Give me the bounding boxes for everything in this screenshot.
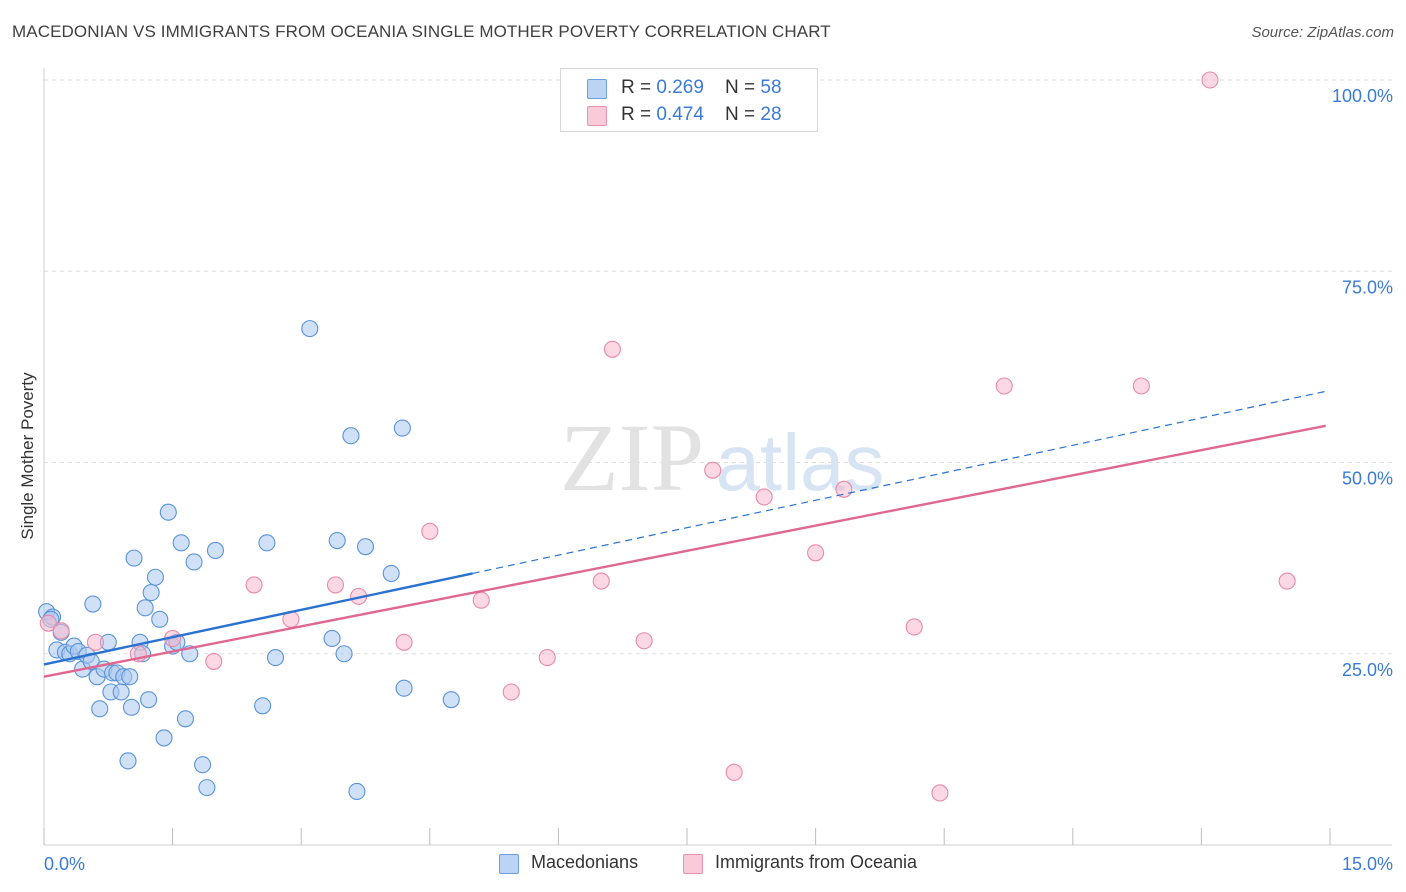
- grid-lines: [44, 79, 1392, 655]
- chart-title: MACEDONIAN VS IMMIGRANTS FROM OCEANIA SI…: [12, 22, 831, 41]
- n-label: N =: [725, 77, 761, 98]
- point-oceania-16: [603, 340, 621, 358]
- macedonians-swatch: [587, 79, 607, 99]
- point-oceania-12: [472, 591, 490, 609]
- watermark-atlas: atlas: [716, 418, 885, 507]
- trend-line-macedonians: [43, 572, 473, 666]
- legend-swatch-oceania: [683, 854, 703, 874]
- y-tick-label-50: 50.0%: [1342, 469, 1393, 489]
- point-oceania-15: [592, 572, 610, 590]
- point-macedonians-28: [142, 583, 160, 602]
- point-macedonians-51: [356, 538, 375, 556]
- legend-label-oceania: Immigrants from Oceania: [715, 852, 918, 872]
- point-macedonians-31: [155, 729, 173, 747]
- point-oceania-23: [905, 618, 923, 636]
- trend-line-dashed-macedonians: [472, 390, 1326, 575]
- point-oceania-2: [86, 633, 104, 651]
- point-macedonians-22: [122, 698, 140, 716]
- point-oceania-17: [635, 632, 653, 650]
- point-macedonians-29: [146, 568, 165, 586]
- point-oceania-10: [395, 633, 413, 651]
- point-macedonians-27: [140, 691, 158, 709]
- point-macedonians-53: [393, 419, 411, 437]
- point-macedonians-44: [266, 649, 285, 667]
- r-label: R =: [621, 77, 657, 98]
- point-macedonians-42: [254, 697, 272, 715]
- stats-legend: R = 0.269 N = 58 R = 0.474 N = 28: [560, 68, 818, 132]
- point-oceania-18: [704, 461, 722, 479]
- watermark-zip: ZIP: [560, 404, 704, 511]
- y-tick-label-100: 100.0%: [1332, 86, 1393, 106]
- watermark: ZIP atlas: [560, 404, 884, 511]
- point-macedonians-13: [91, 700, 109, 718]
- point-oceania-0: [39, 614, 57, 632]
- point-macedonians-54: [395, 679, 413, 697]
- point-oceania-14: [538, 649, 556, 667]
- point-macedonians-32: [159, 503, 177, 521]
- data-points: [38, 71, 1296, 802]
- point-macedonians-39: [194, 756, 212, 774]
- point-macedonians-46: [323, 629, 341, 648]
- point-macedonians-50: [348, 782, 366, 801]
- point-oceania-1: [52, 622, 70, 640]
- point-oceania-21: [807, 544, 825, 562]
- point-macedonians-35: [172, 534, 190, 552]
- point-macedonians-45: [301, 320, 319, 338]
- point-macedonians-41: [206, 541, 225, 560]
- r-value: 0.269: [656, 77, 704, 98]
- trend-line-oceania: [43, 424, 1326, 678]
- n-value: 58: [760, 77, 782, 98]
- r-value: 0.474: [656, 104, 704, 125]
- series-legend: Macedonians Immigrants from Oceania: [0, 852, 1406, 878]
- source-credit: Source: ZipAtlas.com: [1251, 24, 1394, 41]
- point-macedonians-19: [112, 683, 130, 701]
- point-macedonians-47: [328, 531, 346, 550]
- y-tick-label-25: 25.0%: [1342, 660, 1393, 680]
- point-macedonians-40: [198, 779, 216, 797]
- point-macedonians-48: [335, 645, 353, 663]
- point-macedonians-57: [121, 668, 139, 686]
- point-macedonians-11: [84, 595, 102, 613]
- point-oceania-8: [326, 576, 345, 594]
- n-label: N =: [725, 104, 761, 125]
- point-oceania-11: [421, 522, 439, 540]
- point-oceania-22: [835, 480, 853, 498]
- y-tick-label-75: 75.0%: [1342, 277, 1393, 297]
- point-oceania-26: [1132, 377, 1150, 395]
- point-macedonians-43: [258, 534, 276, 552]
- point-oceania-20: [755, 488, 773, 506]
- point-oceania-28: [1278, 572, 1296, 590]
- point-macedonians-30: [151, 610, 169, 628]
- r-label: R =: [621, 104, 657, 125]
- point-oceania-5: [205, 652, 223, 670]
- n-value: 28: [760, 104, 782, 125]
- point-macedonians-38: [185, 553, 203, 571]
- point-oceania-19: [725, 763, 743, 781]
- point-macedonians-21: [119, 752, 137, 770]
- axes: [43, 68, 1392, 846]
- tick-labels: 25.0% 50.0% 75.0% 100.0% 0.0% 15.0%: [44, 86, 1393, 874]
- legend-swatch-macedonians: [499, 854, 519, 874]
- point-oceania-6: [245, 576, 263, 594]
- point-oceania-27: [1201, 71, 1219, 89]
- point-macedonians-26: [136, 599, 154, 617]
- point-macedonians-55: [442, 691, 460, 709]
- point-macedonians-23: [125, 549, 143, 567]
- point-macedonians-49: [342, 427, 360, 445]
- x-tick-label-min: 0.0%: [44, 854, 85, 874]
- point-oceania-13: [502, 683, 520, 701]
- legend-label-macedonians: Macedonians: [531, 852, 639, 872]
- point-macedonians-52: [382, 564, 400, 582]
- x-tick-label-max: 15.0%: [1342, 854, 1393, 874]
- point-macedonians-36: [176, 710, 195, 728]
- point-oceania-24: [931, 784, 949, 802]
- trend-lines: [43, 390, 1326, 678]
- oceania-swatch: [587, 106, 607, 126]
- point-oceania-25: [995, 377, 1013, 395]
